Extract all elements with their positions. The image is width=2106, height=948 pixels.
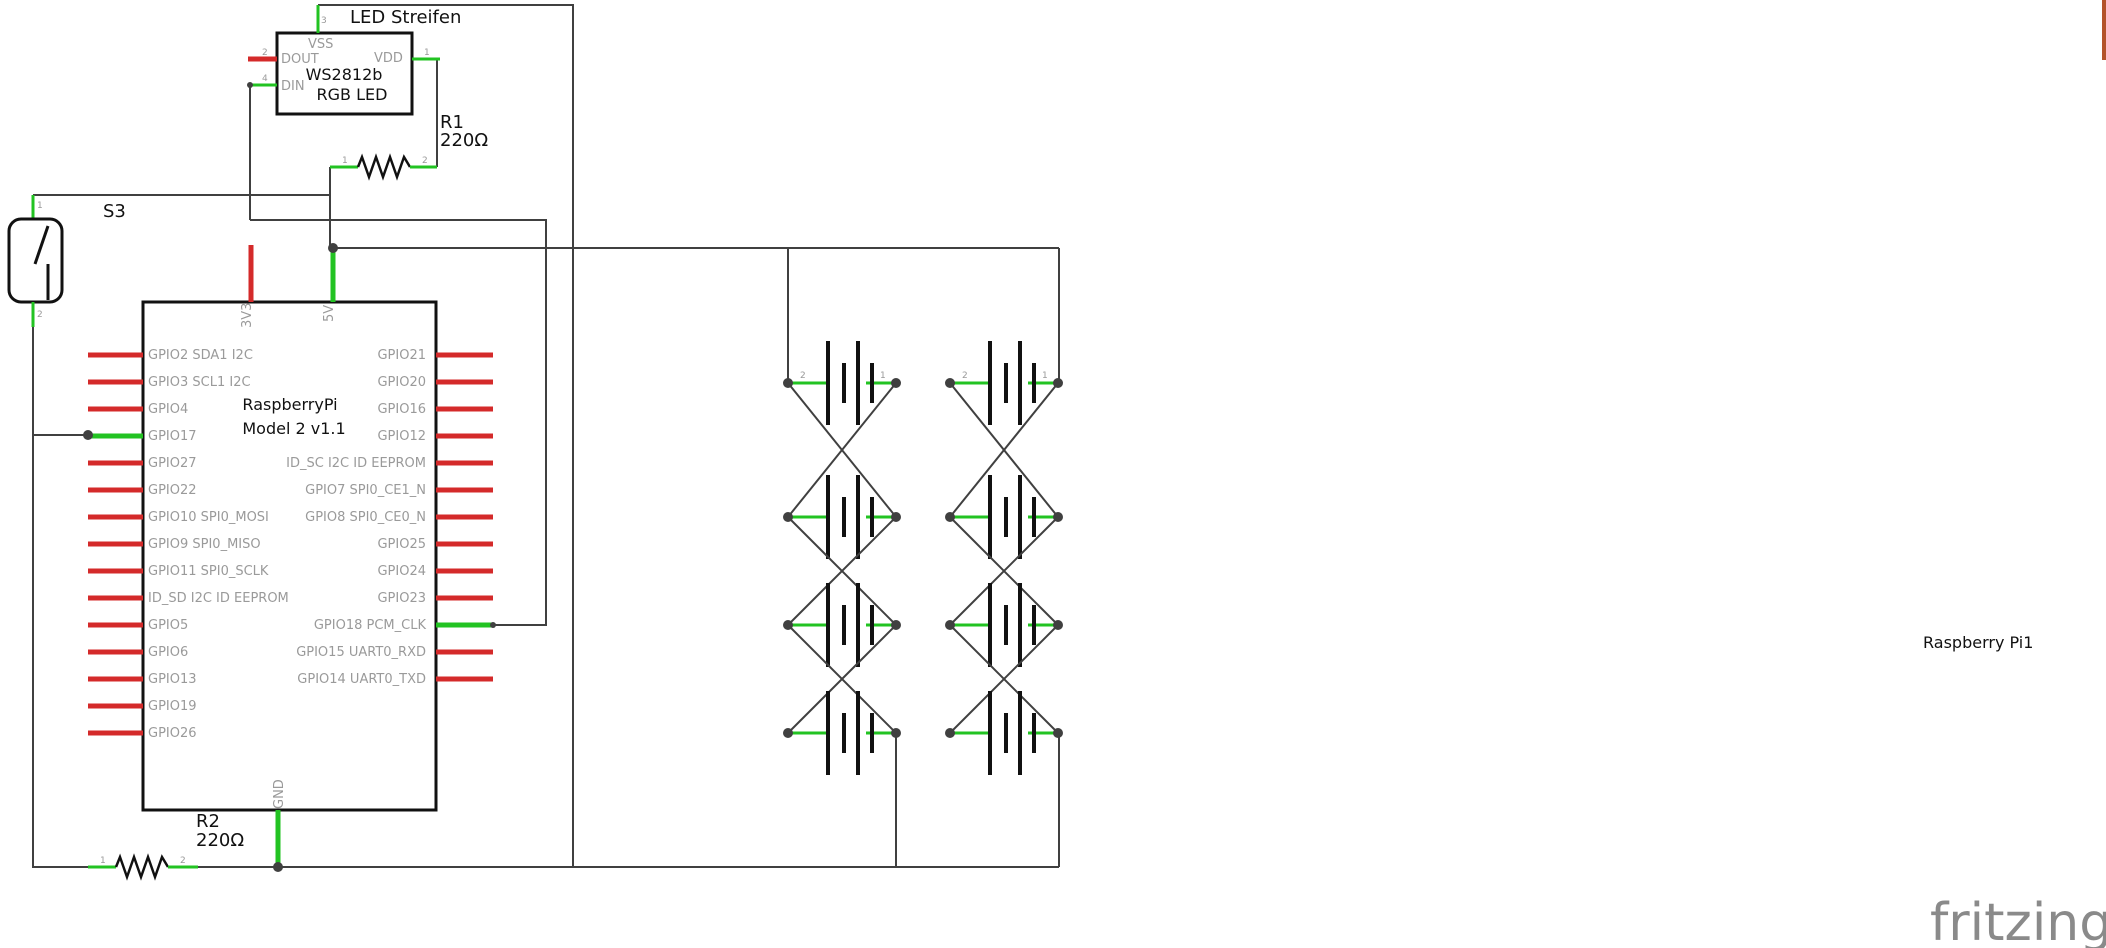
led-body <box>275 31 414 116</box>
rpi-left-pin-label-2: GPIO4 <box>148 402 188 417</box>
battery-cell-0-2[interactable] <box>783 583 901 667</box>
rpi-body <box>141 300 438 812</box>
rpi-left-pin-label-7: GPIO9 SPI0_MISO <box>148 537 261 552</box>
battery-cross-wire-b <box>787 624 897 734</box>
led-din-node <box>247 82 253 88</box>
rpi-right-pin-label-7: GPIO25 <box>377 537 426 552</box>
fritzing-logo: fritzing <box>1930 893 2106 948</box>
led-dout-num: 2 <box>262 48 268 58</box>
resistor-r1[interactable]: R1 220Ω 1 2 <box>330 112 488 181</box>
led-ws2812b[interactable]: LED Streifen VSS VDD DOUT DIN 3 1 2 4 WS… <box>247 5 461 116</box>
battery-cell-0-3[interactable] <box>783 691 901 775</box>
rpi-left-pin-label-10: GPIO5 <box>148 618 188 633</box>
s3-pin2: 2 <box>37 310 43 320</box>
battery-cell-0-1[interactable] <box>783 475 901 559</box>
rpi-left-pin-label-8: GPIO11 SPI0_SCLK <box>148 564 269 579</box>
battery-cross-wire-b <box>949 516 1059 626</box>
rpi-right-pin-label-0: GPIO21 <box>377 348 426 363</box>
rpi-5v-node <box>328 243 338 253</box>
led-vss-label: VSS <box>308 37 333 52</box>
rpi-right-pin-label-10: GPIO18 PCM_CLK <box>314 618 427 633</box>
rpi-name-2: Model 2 v1.1 <box>242 419 345 438</box>
battery-cross-wire-b <box>787 382 897 518</box>
s3-pin1: 1 <box>37 201 43 211</box>
r1-pin2: 2 <box>422 156 428 166</box>
rpi-left-pin-label-6: GPIO10 SPI0_MOSI <box>148 510 269 525</box>
rpi-right-pin-label-12: GPIO14 UART0_TXD <box>297 672 426 687</box>
switch-s3[interactable]: S3 1 2 <box>7 195 126 327</box>
led-name: WS2812b <box>306 65 383 84</box>
battery-cell-1-2[interactable] <box>945 583 1063 667</box>
r2-pin1: 1 <box>100 856 106 866</box>
r2-name: R2 <box>196 811 220 832</box>
rpi-right-pin-label-9: GPIO23 <box>377 591 426 606</box>
led-dout-label: DOUT <box>281 52 319 67</box>
rpi-right-pin-label-5: GPIO7 SPI0_CE1_N <box>305 483 426 498</box>
r2-value: 220Ω <box>196 830 244 851</box>
rpi-right-pin-label-1: GPIO20 <box>377 375 426 390</box>
rpi-left-pin-label-12: GPIO13 <box>148 672 197 687</box>
s3-name: S3 <box>103 201 126 222</box>
battery-pin-right-1: 1 <box>1042 371 1048 381</box>
battery-pin-left-0: 2 <box>800 371 806 381</box>
battery-cross-wire-b <box>787 516 897 626</box>
r1-pin1: 1 <box>342 156 348 166</box>
rpi-left-pin-label-4: GPIO27 <box>148 456 197 471</box>
edge-marker <box>2102 0 2106 60</box>
battery-cell-1-3[interactable] <box>945 691 1063 775</box>
led-vss-num: 3 <box>321 16 327 26</box>
led-din-label: DIN <box>281 79 305 94</box>
rpi-right-pin-label-4: ID_SC I2C ID EEPROM <box>286 456 426 471</box>
led-vdd-label: VDD <box>374 51 403 66</box>
resistor-r2[interactable]: R2 220Ω 1 2 <box>88 811 244 881</box>
gpio17-node <box>83 430 93 440</box>
part-label: Raspberry Pi1 <box>1923 633 2033 652</box>
rpi-left-pin-label-3: GPIO17 <box>148 429 197 444</box>
rpi-gnd-node <box>273 862 283 872</box>
battery-cross-wire-b <box>949 382 1059 518</box>
r1-value: 220Ω <box>440 130 488 151</box>
rpi-left-pin-label-13: GPIO19 <box>148 699 197 714</box>
rpi-left-pin-label-9: ID_SD I2C ID EEPROM <box>148 591 289 606</box>
battery-cross-wire-b <box>949 624 1059 734</box>
led-title: LED Streifen <box>350 7 461 28</box>
rpi-5v-label: 5V <box>322 305 337 322</box>
rpi-right-pins: GPIO21 GPIO20 GPIO16 GPIO12 ID_SC I2C ID EEP… <box>286 348 493 687</box>
rpi-left-pin-label-5: GPIO22 <box>148 483 197 498</box>
rpi-name-1: RaspberryPi <box>242 395 337 414</box>
led-vdd-num: 1 <box>424 48 430 58</box>
led-sub: RGB LED <box>317 85 388 104</box>
rpi-right-pin-label-2: GPIO16 <box>377 402 426 417</box>
wires <box>32 4 1060 868</box>
rpi-3v3-label: 3V3 <box>240 303 255 328</box>
r2-pin2: 2 <box>180 856 186 866</box>
battery-pin-right-0: 1 <box>880 371 886 381</box>
rpi-left-pin-label-11: GPIO6 <box>148 645 188 660</box>
led-din-num: 4 <box>262 74 268 84</box>
battery-pin-left-1: 2 <box>962 371 968 381</box>
rpi-gnd-label: GND <box>272 779 287 809</box>
raspberry-pi[interactable]: 3V3 5V GND RaspberryPi Model 2 v1.1 GPIO… <box>83 243 496 872</box>
r1-name: R1 <box>440 112 464 133</box>
rpi-right-pin-label-6: GPIO8 SPI0_CE0_N <box>305 510 426 525</box>
rpi-left-pin-label-1: GPIO3 SCL1 I2C <box>148 375 251 390</box>
rpi-left-pin-label-0: GPIO2 SDA1 I2C <box>148 348 253 363</box>
rpi-left-pin-label-14: GPIO26 <box>148 726 197 741</box>
rpi-right-pin-label-8: GPIO24 <box>377 564 426 579</box>
battery-cell-1-1[interactable] <box>945 475 1063 559</box>
rpi-right-pin-label-3: GPIO12 <box>377 429 426 444</box>
rpi-left-pins: GPIO2 SDA1 I2C GPIO3 SCL1 I2C GPIO4 GPIO17 G… <box>88 348 289 741</box>
rpi-right-pin-label-11: GPIO15 UART0_RXD <box>296 645 426 660</box>
gpio18-node <box>490 622 496 628</box>
